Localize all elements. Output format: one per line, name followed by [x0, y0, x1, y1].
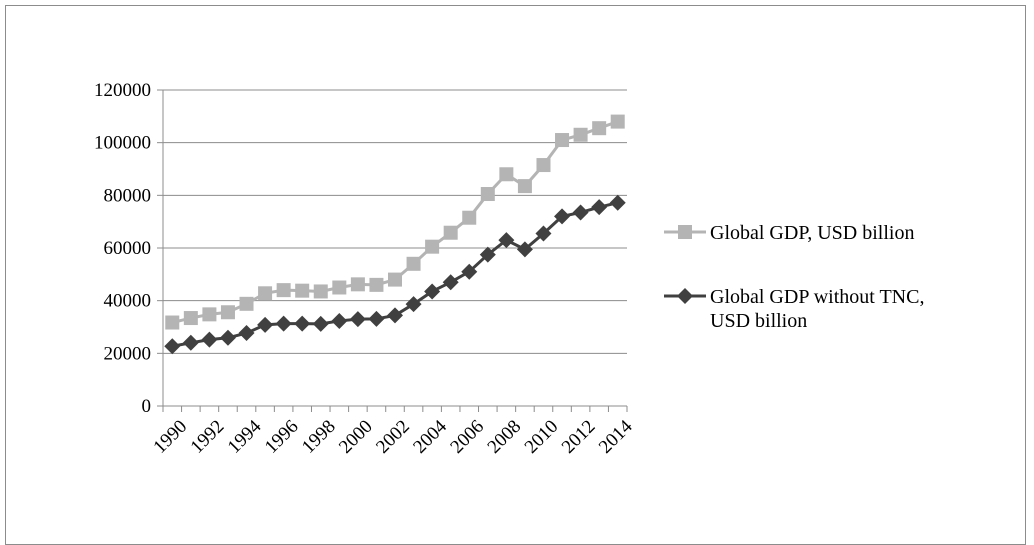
data-point — [462, 210, 477, 225]
data-point — [295, 283, 310, 298]
data-point — [572, 204, 589, 221]
series-group — [164, 114, 626, 355]
data-point — [388, 272, 402, 287]
data-point — [368, 310, 385, 327]
data-point — [294, 315, 311, 332]
x-tick-label: 2006 — [446, 416, 488, 458]
x-tick-labels: 1990199219941996199820002002200420062008… — [150, 416, 638, 458]
data-point — [219, 329, 236, 346]
data-point — [405, 296, 422, 313]
y-tick-label: 0 — [142, 396, 152, 417]
x-tick-label: 1994 — [224, 416, 266, 458]
data-point — [610, 114, 625, 129]
data-point — [349, 311, 366, 328]
legend-marker — [677, 288, 693, 304]
y-tick-labels: 0 20000 40000 60000 80000 100000 120000 — [94, 80, 151, 417]
series-1 — [165, 114, 625, 330]
data-point — [387, 307, 403, 324]
series-line — [171, 120, 619, 324]
data-point — [220, 305, 235, 320]
data-point — [332, 280, 347, 295]
data-point — [554, 208, 571, 225]
data-point — [479, 246, 496, 263]
x-tick-label: 1998 — [298, 416, 340, 458]
legend-label: Global GDP without TNC, — [710, 286, 924, 308]
data-point — [350, 277, 365, 292]
x-tick-label: 2002 — [372, 416, 414, 458]
data-point — [275, 315, 292, 332]
data-point — [165, 315, 180, 330]
data-point — [573, 127, 588, 142]
data-point — [461, 263, 478, 280]
x-tick-label: 2010 — [521, 416, 563, 458]
legend-label: Global GDP, USD billion — [710, 222, 914, 244]
data-point — [555, 133, 570, 148]
y-tick-label: 80000 — [104, 185, 152, 206]
data-point — [406, 256, 421, 271]
data-point — [369, 277, 384, 292]
data-point — [517, 179, 532, 194]
y-tick-label: 120000 — [94, 80, 151, 101]
data-point — [239, 296, 254, 311]
data-point — [201, 331, 218, 348]
data-point — [258, 286, 273, 301]
data-point — [480, 187, 495, 202]
legend-item-2: Global GDP without TNC,USD billion — [664, 286, 924, 332]
data-point — [425, 239, 440, 254]
legend-item-1: Global GDP, USD billion — [664, 222, 914, 244]
data-point — [535, 225, 552, 242]
series-2 — [164, 194, 626, 355]
y-tick-label: 60000 — [104, 238, 152, 259]
y-tick-label: 20000 — [104, 343, 152, 364]
data-point — [498, 232, 515, 249]
data-point — [183, 311, 198, 326]
x-tick-label: 1996 — [261, 416, 303, 458]
data-point — [442, 274, 459, 291]
y-tick-label: 100000 — [94, 133, 151, 154]
data-point — [164, 338, 181, 355]
data-point — [516, 241, 533, 258]
x-tick-label: 2004 — [409, 416, 451, 458]
x-tick-label: 2000 — [335, 416, 377, 458]
y-tick-label: 40000 — [104, 291, 152, 312]
data-point — [312, 315, 329, 332]
data-point — [443, 225, 458, 240]
x-tick-label: 1992 — [187, 416, 229, 458]
legend: Global GDP, USD billion Global GDP withou… — [664, 222, 924, 332]
data-point — [331, 312, 348, 329]
x-tick-label: 2014 — [595, 416, 637, 458]
data-point — [313, 284, 328, 299]
data-point — [591, 199, 608, 216]
data-point — [182, 334, 199, 351]
x-tick-label: 2012 — [558, 416, 600, 458]
axes — [162, 90, 627, 407]
data-point — [202, 307, 217, 322]
data-point — [592, 121, 607, 136]
x-tick-label: 2008 — [484, 416, 526, 458]
data-point — [424, 283, 441, 300]
data-point — [499, 167, 514, 182]
data-point — [257, 316, 274, 333]
data-point — [238, 325, 255, 342]
legend-label: USD billion — [710, 310, 807, 332]
data-point — [276, 283, 291, 298]
legend-marker — [678, 225, 692, 239]
x-tick-label: 1990 — [150, 416, 192, 458]
data-point — [609, 194, 626, 211]
data-point — [536, 158, 551, 173]
